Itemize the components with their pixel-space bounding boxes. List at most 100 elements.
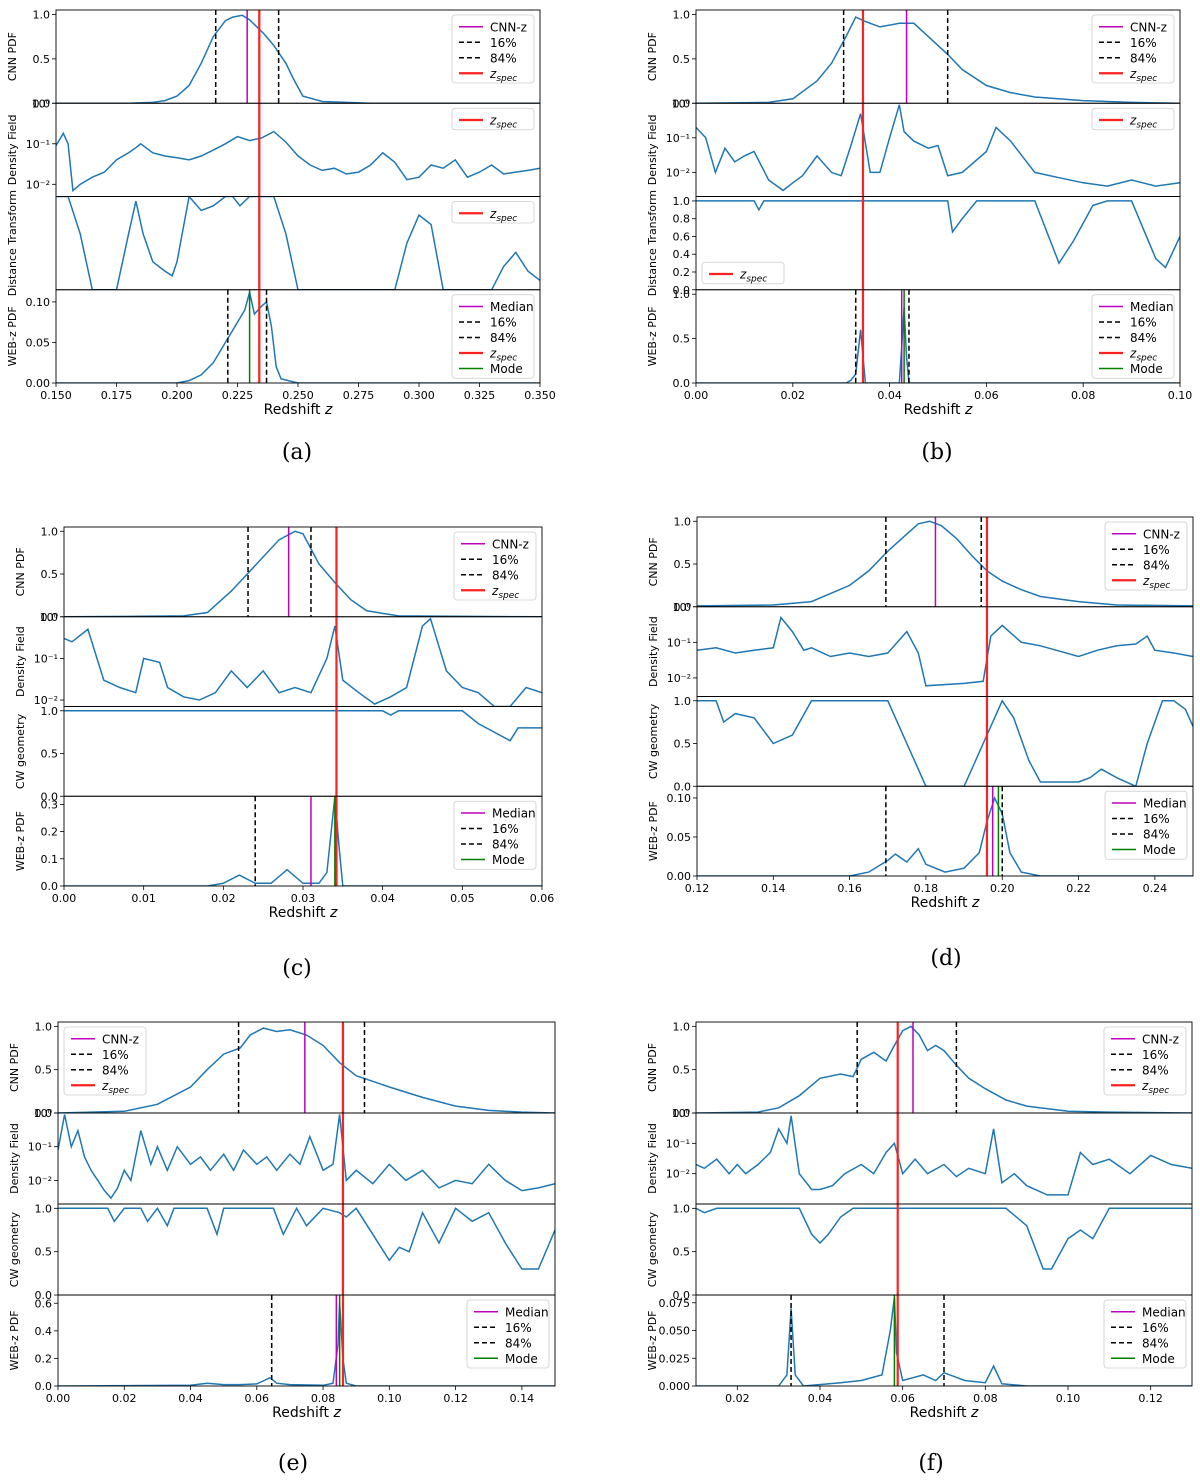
panel-b-3: 0.0 0.2 0.4 0.6 0.8 1.0 Distance Transform zspe… [646,190,1181,297]
y-tick-label: 10⁻² [666,166,690,179]
x-tick-label: 0.16 [837,882,862,895]
legend-frame [1091,294,1175,379]
y-tick-label: 0.0 [41,790,59,803]
x-tick-label: 0.02 [112,1392,137,1405]
x-tick-label: 0.01 [131,892,156,905]
x-tick-label: 0.275 [343,389,375,402]
x-tick-label: 0.10 [1056,1392,1081,1405]
panel-f-2: 10⁻² 10⁻¹ 10⁰ Density Field [646,1107,1193,1205]
legend: Median 16%84% Mode [1103,1299,1187,1369]
panel-frame [696,785,1194,877]
y-tick-label: 0.05 [26,336,51,349]
panel-d-2: 10⁻² 10⁻¹ 10⁰ Density Field [647,601,1194,697]
y-tick-label: 1.0 [41,705,59,718]
y-tick-label: 10⁻² [667,672,691,685]
y-tick-label: 0.5 [673,53,691,66]
legend-frame [466,1299,550,1369]
x-tick-label: 0.08 [311,1392,336,1405]
series-line-cw-geometry [58,1206,555,1270]
legend-label: 84% [492,568,519,582]
legend-label: CNN-z [102,1032,139,1046]
series-line-web-z-pdf [696,1297,1192,1386]
y-tick-label: 0.5 [674,558,692,571]
y-tick-label: 10⁻¹ [666,132,690,145]
y-axis-label: CW geometry [14,713,27,789]
legend: CNN-z16%84%zspec [451,14,535,84]
y-tick-label: 0.075 [659,1297,691,1310]
legend-label: 16% [1130,316,1157,330]
y-tick-label: 1.0 [674,695,692,708]
legend-label: Median [1143,797,1187,811]
y-tick-label: 1.0 [674,515,692,528]
x-tick-label: 0.350 [524,389,556,402]
legend: CNN-z16%84%zspec [1103,1026,1187,1096]
legend-frame [453,531,537,601]
subfigure-caption: (a) [282,440,312,465]
y-tick-label: 0.5 [673,333,691,346]
x-tick-label: 0.24 [1143,882,1168,895]
y-tick-label: 0.0 [674,601,692,614]
legend-frame [1091,107,1175,131]
x-tick-label: 0.06 [890,1392,915,1405]
panel-b-2: 10⁻² 10⁻¹ 10⁰ Density Field zspec [646,97,1181,197]
legend-label: Median [505,1305,549,1319]
y-tick-label: 0.0 [673,1289,691,1302]
x-tick-label: 0.12 [1138,1392,1163,1405]
panel-d-3: 0.0 0.5 1.0 CW geometry [647,695,1194,793]
y-axis-label: Density Field [647,616,660,687]
series-line-cnn-pdf [696,1025,1192,1113]
series-line-cnn-pdf [58,1027,555,1113]
legend-label: 16% [490,316,517,330]
y-tick-label: 10⁰ [32,97,51,110]
y-tick-label: 1.0 [35,1202,53,1215]
x-tick-label: 0.04 [877,389,902,402]
y-tick-label: 0.4 [35,1325,53,1338]
x-tick-label: 0.10 [1168,389,1193,402]
y-tick-label: 0.0 [41,611,59,624]
panel-c-2: 10⁻² 10⁻¹ 10⁰ Density Field [14,611,543,707]
series-line-web-z-pdf [64,796,542,886]
x-tick-label: 0.00 [46,1392,71,1405]
y-tick-label: 0.0 [35,1107,53,1120]
legend-frame [451,107,535,131]
y-tick-label: 0.0 [673,284,691,297]
y-tick-label: 1.0 [673,288,691,301]
legend-frame [451,201,535,224]
legend-frame [451,294,535,379]
x-tick-label: 0.05 [450,892,475,905]
legend-frame [63,1026,147,1096]
x-tick-label: 0.06 [530,892,555,905]
y-tick-label: 0.2 [35,1352,53,1365]
y-tick-label: 0.5 [35,1064,53,1077]
y-tick-label: 0.0 [35,1380,53,1393]
y-tick-label: 10⁻² [26,178,50,191]
legend-frame [451,14,535,84]
legend: CNN-z16%84%zspec [1104,521,1188,591]
y-tick-label: 0.10 [26,296,51,309]
y-axis-label: Density Field [8,1123,21,1194]
panel-frame [57,1112,556,1205]
panel-e-3: 0.0 0.5 1.0 CW geometry [8,1202,556,1302]
series-line-density-field [64,617,542,707]
subfigure-caption: (f) [918,1451,943,1476]
x-tick-label: 0.20 [990,882,1015,895]
x-tick-label: 0.03 [291,892,316,905]
x-tick-label: 0.00 [52,892,77,905]
x-axis-label: Redshift z [264,402,333,418]
y-tick-label: 0.0 [41,880,59,893]
y-axis-label: WEB-z PDF [646,1310,659,1370]
legend: zspec [451,201,535,224]
legend: Median 16%84% Mode [466,1299,550,1369]
y-tick-label: 0.5 [673,1064,691,1077]
x-axis-label: Redshift z [911,895,980,911]
series-line-density-field [697,615,1193,687]
legend-label: 84% [492,838,519,852]
series-line-distance-transform [56,196,540,290]
legend-label: 84% [490,51,517,65]
legend-frame [1104,521,1188,591]
legend-label: 84% [1143,558,1170,572]
